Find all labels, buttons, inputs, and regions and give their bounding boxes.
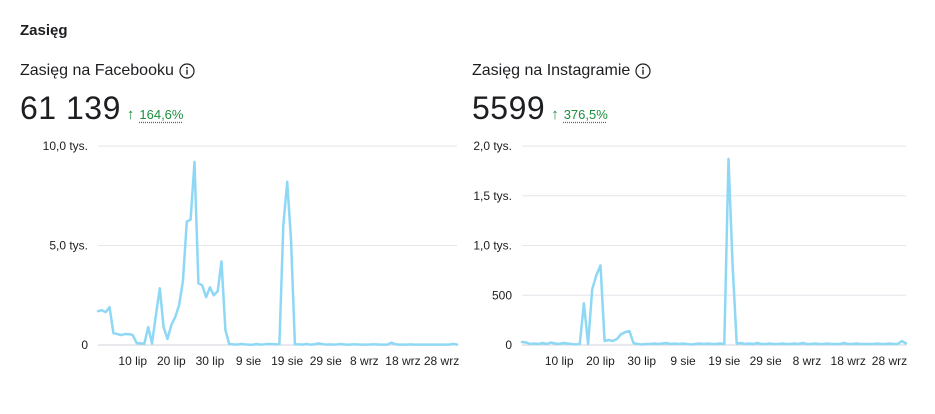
x-tick-label: 19 sie (271, 354, 303, 368)
facebook-reach-chart[interactable]: 0 5,0 tys. 10,0 tys. 10 lip 20 lip 30 lip 9 si… (20, 134, 465, 394)
instagram-reach-total: 5599 (472, 90, 546, 126)
x-tick-label: 20 lip (586, 354, 615, 368)
facebook-reach-total: 61 139 (20, 90, 121, 126)
x-tick-label: 8 wrz (793, 354, 822, 368)
x-tick-label: 29 sie (310, 354, 342, 368)
instagram-reach-change-value: 376,5% (563, 107, 608, 122)
facebook-reach-label: Zasięg na Facebooku (20, 62, 174, 79)
x-tick-label: 28 wrz (872, 354, 907, 368)
x-tick-label: 8 wrz (350, 354, 379, 368)
section-title: Zasięg (20, 22, 68, 39)
instagram-reach-change[interactable]: ↑ 376,5% (551, 106, 608, 123)
x-tick-label: 18 wrz (831, 354, 866, 368)
x-tick-label: 29 sie (750, 354, 782, 368)
x-tick-label: 18 wrz (385, 354, 420, 368)
x-tick-label: 30 lip (627, 354, 656, 368)
y-tick-label: 0 (505, 338, 512, 352)
y-tick-label: 0 (81, 338, 88, 352)
series-line[interactable] (520, 157, 908, 346)
y-tick-label: 1,5 tys. (473, 189, 512, 203)
x-tick-label: 10 lip (118, 354, 147, 368)
x-tick-label: 20 lip (157, 354, 186, 368)
instagram-reach-label: Zasięg na Instagramie (472, 62, 631, 79)
instagram-reach-summary: 5599 ↑ 376,5% (472, 90, 608, 127)
facebook-reach-change[interactable]: ↑ 164,6% (127, 106, 184, 123)
x-tick-label: 9 sie (236, 354, 262, 368)
y-tick-label: 10,0 tys. (43, 139, 88, 153)
y-tick-label: 500 (492, 288, 512, 302)
instagram-reach-title: Zasięg na Instagramie (472, 62, 651, 80)
arrow-up-icon: ↑ (126, 106, 135, 123)
y-tick-label: 5,0 tys. (49, 239, 88, 253)
info-icon[interactable] (179, 63, 195, 79)
x-tick-label: 28 wrz (424, 354, 459, 368)
y-tick-label: 1,0 tys. (473, 239, 512, 253)
instagram-reach-chart[interactable]: 0 500 1,0 tys. 1,5 tys. 2,0 tys. 10 lip 20 lip… (472, 134, 917, 394)
instagram-reach-panel: Zasięg na Instagramie 5599 ↑ 376,5% 0 500… (472, 56, 917, 406)
x-tick-label: 10 lip (545, 354, 574, 368)
y-tick-label: 2,0 tys. (473, 139, 512, 153)
info-icon[interactable] (635, 63, 651, 79)
arrow-up-icon: ↑ (551, 106, 559, 123)
x-tick-label: 19 sie (708, 354, 740, 368)
series-line[interactable] (96, 160, 459, 347)
facebook-reach-panel: Zasięg na Facebooku 61 139 ↑ 164,6% 0 5,0… (20, 56, 465, 406)
facebook-reach-change-value: 164,6% (139, 107, 184, 122)
facebook-reach-title: Zasięg na Facebooku (20, 62, 195, 80)
x-tick-label: 9 sie (670, 354, 696, 368)
x-tick-label: 30 lip (196, 354, 225, 368)
facebook-reach-summary: 61 139 ↑ 164,6% (20, 90, 183, 127)
